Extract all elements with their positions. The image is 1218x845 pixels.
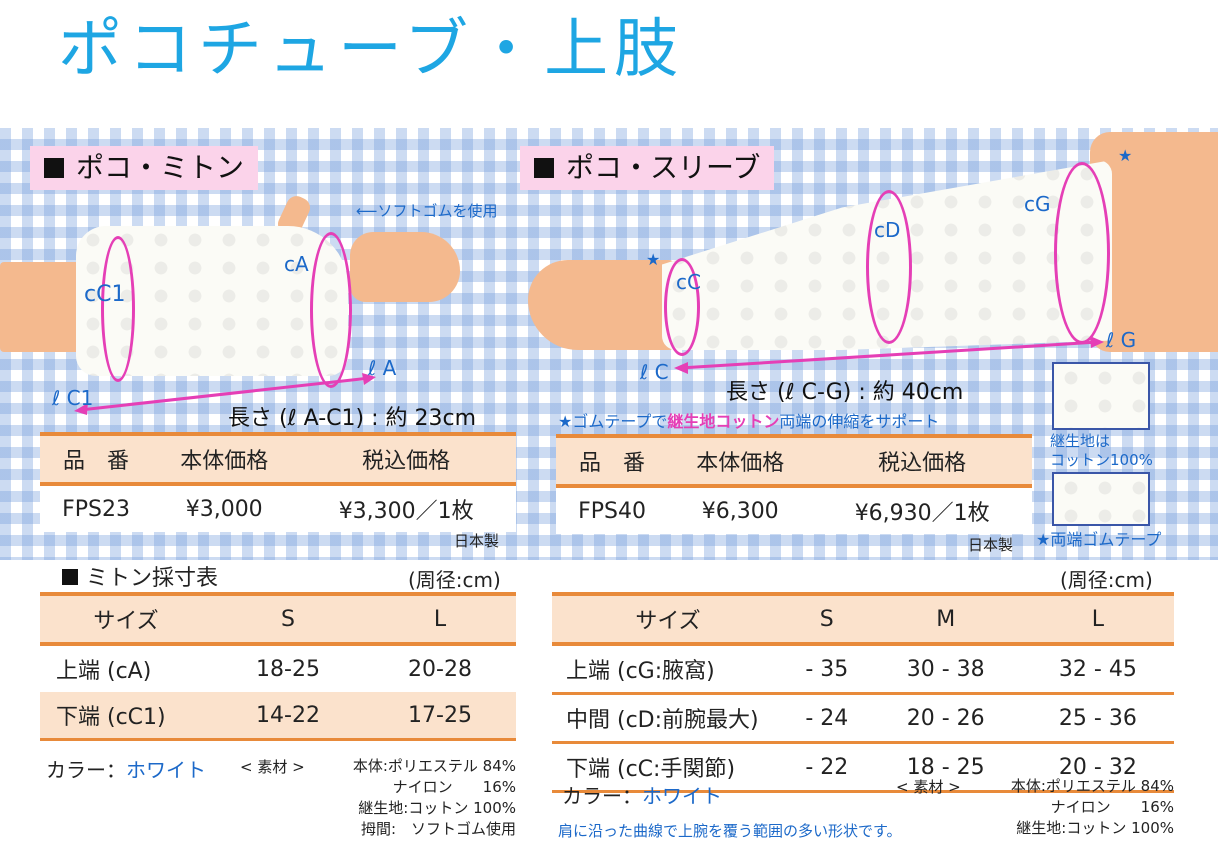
sleeve-price-table: 品 番 本体価格 税込価格 FPS40 ¥6,300 ¥6,930／1枚: [556, 434, 1032, 534]
table-header: 品 番: [556, 434, 669, 488]
table-cell: - 22: [784, 742, 870, 793]
mitten-size-title: ミトン採寸表: [62, 560, 218, 592]
sleeve-materials: 本体:ポリエステル 84% ナイロン 16% 継生地:コットン 100%: [1010, 777, 1174, 837]
label-lG: ℓ G: [1106, 328, 1137, 352]
label-cA: cA: [284, 252, 309, 276]
sleeve-hand: [528, 260, 678, 350]
table-cell: ¥3,300／1枚: [296, 484, 516, 532]
table-header-row: サイズ S M L: [552, 592, 1174, 646]
ring-cG: [1054, 162, 1110, 344]
square-bullet-icon: [62, 569, 78, 585]
table-row: 上端 (cG:腋窩) - 35 30 - 38 32 - 45: [552, 644, 1174, 695]
table-header: サイズ: [552, 592, 784, 646]
sleeve-material-label: < 素材 >: [896, 778, 961, 796]
table-cell: 中間 (cD:前腕最大): [552, 693, 784, 744]
sleeve-tape-photo: [1052, 472, 1150, 526]
table-cell: 20-28: [408, 656, 472, 682]
table-cell: 下端 (cC1): [40, 692, 212, 741]
ring-cC: [664, 258, 700, 356]
sleeve-note: ★ゴムテープで継生地コットン両端の伸縮をサポート: [558, 412, 940, 431]
table-header: サイズ: [40, 592, 212, 646]
mitten-color: カラー：ホワイト: [46, 758, 206, 782]
page-title: ポコチューブ・上肢: [58, 13, 685, 87]
mitten-price-table: 品 番 本体価格 税込価格 FPS23 ¥3,000 ¥3,300／1枚: [40, 432, 516, 532]
sleeve-length-arrow: [674, 336, 1104, 374]
table-header: L: [364, 592, 516, 646]
table-cell: 30 - 38: [869, 644, 1022, 695]
table-cell: 20 - 26: [869, 693, 1022, 744]
table-header-row: 品 番 本体価格 税込価格: [40, 432, 516, 486]
table-cell: 32 - 45: [1021, 644, 1174, 695]
label-lC1: ℓ C1: [52, 386, 94, 410]
soft-rubber-callout: ⟵ソフトゴムを使用: [356, 202, 498, 220]
mitten-material-label: < 素材 >: [240, 758, 305, 776]
sleeve-color: カラー：ホワイト: [562, 784, 722, 808]
sleeve-heading: ポコ・スリーブ: [520, 146, 775, 190]
table-header-row: 品 番 本体価格 税込価格: [556, 434, 1032, 488]
table-cell: 18-25: [256, 656, 320, 682]
table-row: 中間 (cD:前腕最大) - 24 20 - 26 25 - 36: [552, 693, 1174, 744]
label-cD: cD: [874, 218, 901, 242]
table-row: 下端 (cC:手関節) - 22 18 - 25 20 - 32: [552, 742, 1174, 793]
table-header: S: [212, 592, 364, 646]
square-bullet-icon: [44, 158, 64, 178]
sleeve-footer-note: 肩に沿った曲線で上腕を覆う範囲の多い形状です。: [558, 822, 902, 840]
table-cell: 14-22: [212, 692, 364, 741]
side-note: 継生地は コットン100%: [1050, 432, 1153, 469]
mitten-length-arrow: [74, 373, 376, 415]
label-cC: cC: [676, 270, 701, 294]
table-header: M: [869, 592, 1022, 646]
label-cC1: cC1: [84, 282, 126, 307]
table-header: 本体価格: [668, 434, 813, 488]
table-row: FPS23 ¥3,000 ¥3,300／1枚: [40, 484, 516, 532]
table-header: 税込価格: [812, 434, 1032, 488]
table-cell: 25 - 36: [1021, 693, 1174, 744]
mitten-fingers: [350, 232, 460, 302]
table-cell: 17-25: [364, 692, 516, 741]
label-lC: ℓ C: [640, 360, 669, 384]
table-cell: ¥3,000: [152, 484, 297, 532]
table-row: FPS40 ¥6,300 ¥6,930／1枚: [556, 486, 1032, 534]
table-header: S: [784, 592, 870, 646]
sleeve-unit: (周径:cm): [1060, 568, 1153, 592]
table-cell: - 35: [784, 644, 870, 695]
table-header: 税込価格: [296, 432, 516, 486]
table-cell: 20 - 32: [1021, 742, 1174, 793]
label-lA: ℓ A: [368, 356, 397, 380]
mitten-made-in: 日本製: [454, 532, 500, 550]
label-cG: cG: [1024, 192, 1051, 216]
table-cell: 18 - 25: [869, 742, 1022, 793]
star-icon: ★: [1118, 146, 1133, 165]
table-cell: ¥6,930／1枚: [812, 486, 1032, 534]
sleeve-made-in: 日本製: [968, 536, 1014, 554]
table-cell: 下端 (cC:手関節): [552, 742, 784, 793]
table-cell: ¥6,300: [668, 486, 813, 534]
table-header-row: サイズ S L: [40, 592, 516, 646]
sleeve-edge-photo: [1052, 362, 1150, 430]
table-header: 品 番: [40, 432, 153, 486]
mitten-length: 長さ (ℓ A-C1) : 約 23cm: [228, 406, 477, 431]
side-note-tape: ★両端ゴムテープ: [1036, 530, 1162, 549]
table-cell: 上端 (cG:腋窩): [552, 644, 784, 695]
table-row: 下端 (cC1) 14-22 17-25: [40, 692, 516, 741]
sleeve-length: 長さ (ℓ C-G) : 約 40cm: [726, 380, 964, 405]
ring-cD: [866, 190, 912, 344]
mitten-materials: 本体:ポリエステル 84% ナイロン 16% 継生地:コットン 100% 拇間:…: [352, 757, 516, 838]
table-row: 上端 (cA) 18-25 20-28: [40, 644, 516, 692]
table-cell: - 24: [784, 693, 870, 744]
ring-cC1: [101, 236, 135, 382]
ring-cA: [310, 232, 352, 388]
table-header: 本体価格: [152, 432, 297, 486]
star-icon: ★: [646, 250, 661, 269]
table-cell: 上端 (cA): [56, 659, 152, 684]
mitten-unit: (周径:cm): [408, 568, 501, 592]
table-cell: FPS40: [556, 486, 669, 534]
mitten-size-table: サイズ S L 上端 (cA) 18-25 20-28 下端 (cC1) 14-…: [40, 592, 516, 741]
table-cell: FPS23: [40, 484, 153, 532]
table-header: L: [1021, 592, 1174, 646]
mitten-heading: ポコ・ミトン: [30, 146, 259, 190]
sleeve-size-table: サイズ S M L 上端 (cG:腋窩) - 35 30 - 38 32 - 4…: [552, 592, 1174, 793]
square-bullet-icon: [534, 158, 554, 178]
